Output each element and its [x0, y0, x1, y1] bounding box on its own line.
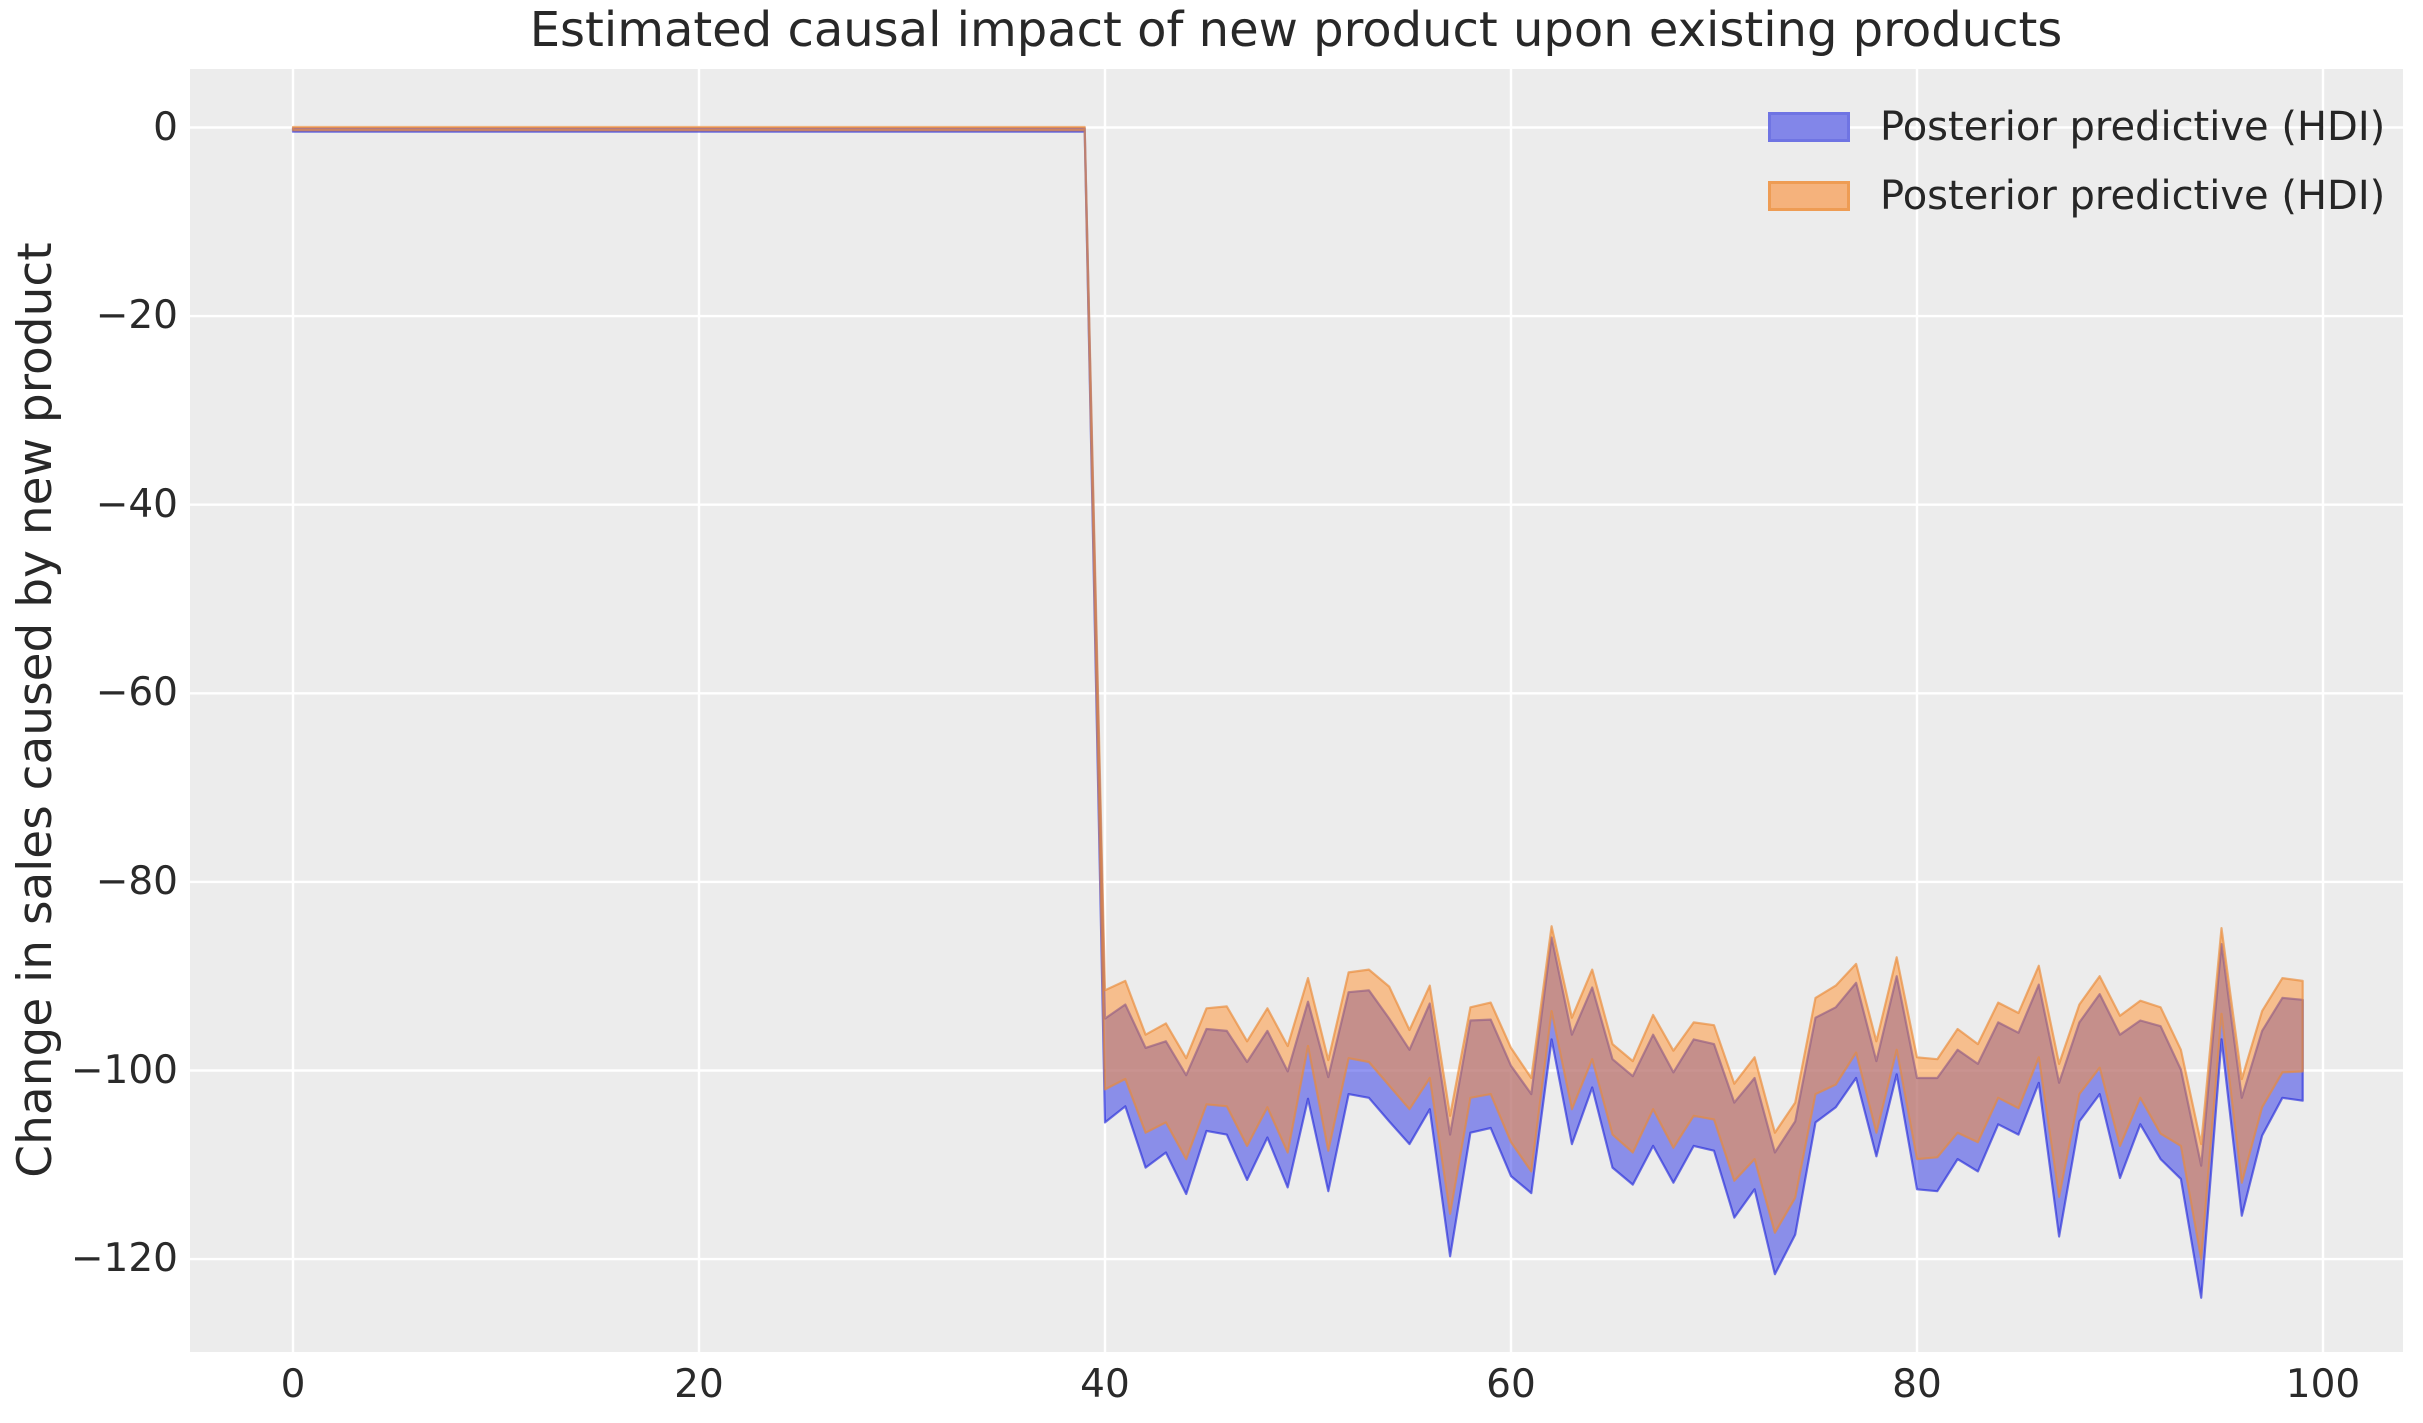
legend-item: Posterior predictive (HDI) [1768, 107, 2385, 147]
y-tick-label: −40 [95, 481, 178, 527]
legend-label: Posterior predictive (HDI) [1880, 104, 2386, 150]
legend-swatch-orange [1768, 181, 1850, 211]
y-tick-label: −100 [70, 1047, 178, 1093]
y-tick-label: −20 [95, 293, 178, 339]
gridlines [190, 69, 2403, 1352]
chart-canvas [190, 69, 2403, 1352]
legend: Posterior predictive (HDI) Posterior pred… [1768, 107, 2385, 216]
y-tick-label: −120 [70, 1236, 178, 1282]
legend-label: Posterior predictive (HDI) [1880, 173, 2386, 219]
x-tick-label: 60 [1486, 1362, 1536, 1407]
plot-area [190, 69, 2403, 1352]
x-tick-label: 80 [1892, 1362, 1942, 1407]
legend-swatch-blue [1768, 112, 1850, 142]
x-tick-label: 0 [280, 1362, 306, 1407]
chart-title: Estimated causal impact of new product u… [529, 2, 2063, 58]
x-tick-label: 40 [1080, 1362, 1130, 1407]
y-tick-label: −80 [95, 858, 178, 904]
orange-hdi-band [291, 125, 2304, 1261]
y-tick-label: −60 [95, 670, 178, 716]
blue-hdi-band [291, 127, 2304, 1299]
y-tick-label: 0 [153, 104, 178, 150]
x-tick-label: 20 [674, 1362, 724, 1407]
x-tick-label: 100 [2285, 1362, 2361, 1407]
legend-item: Posterior predictive (HDI) [1768, 176, 2385, 216]
